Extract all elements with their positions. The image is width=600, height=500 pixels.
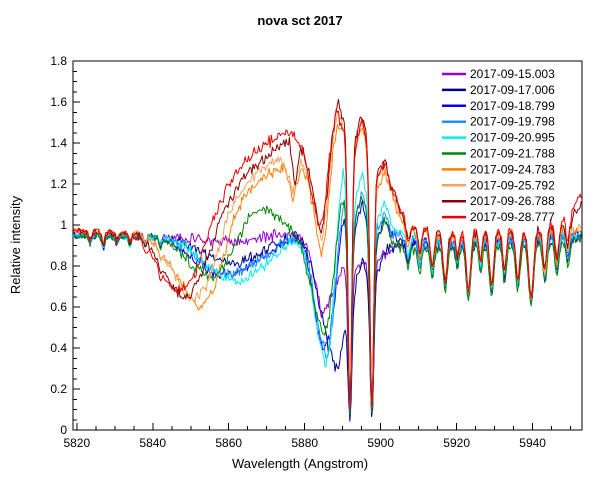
legend-entry: 2017-09-18.799 — [442, 99, 555, 113]
x-tick-label: 5920 — [443, 436, 470, 450]
axis-ticks: 5820 5840 5860 5880 5900 5920 5940 0 0.2 0.4 0.6 0.… — [50, 54, 572, 450]
legend-label: 2017-09-21.788 — [470, 147, 555, 161]
x-tick-label: 5820 — [63, 436, 90, 450]
x-tick-label: 5880 — [291, 436, 318, 450]
y-tick-label: 1 — [60, 218, 67, 232]
legend: 2017-09-15.003 2017-09-17.006 2017-09-18.7… — [442, 67, 555, 224]
y-tick-label: 0 — [60, 423, 67, 437]
spectrum-series-2017-09-28.777 — [73, 108, 582, 410]
y-tick-label: 1.6 — [50, 95, 67, 109]
x-tick-label: 5940 — [519, 436, 546, 450]
spectrum-series-2017-09-24.783 — [73, 123, 582, 411]
legend-label: 2017-09-19.798 — [470, 115, 555, 129]
legend-entry: 2017-09-21.788 — [442, 147, 555, 161]
chart-title: nova sct 2017 — [257, 13, 342, 28]
legend-entry: 2017-09-15.003 — [442, 67, 555, 81]
legend-label: 2017-09-15.003 — [470, 67, 555, 81]
spectra-curves — [73, 98, 582, 422]
legend-label: 2017-09-26.788 — [470, 194, 555, 208]
legend-entry: 2017-09-26.788 — [442, 194, 555, 208]
y-tick-label: 1.4 — [50, 136, 67, 150]
legend-label: 2017-09-17.006 — [470, 83, 555, 97]
y-tick-label: 0.4 — [50, 341, 67, 355]
x-tick-label: 5860 — [215, 436, 242, 450]
spectrum-series-2017-09-21.788 — [73, 195, 582, 415]
legend-label: 2017-09-25.792 — [470, 178, 555, 192]
y-tick-label: 0.8 — [50, 259, 67, 273]
legend-entry: 2017-09-25.792 — [442, 178, 555, 192]
spectrum-series-2017-09-19.798 — [73, 191, 582, 415]
y-tick-label: 1.2 — [50, 177, 67, 191]
legend-label: 2017-09-20.995 — [470, 131, 555, 145]
legend-label: 2017-09-28.777 — [470, 210, 555, 224]
x-tick-label: 5900 — [367, 436, 394, 450]
legend-entry: 2017-09-24.783 — [442, 162, 555, 176]
y-tick-label: 1.8 — [50, 54, 67, 68]
legend-label: 2017-09-18.799 — [470, 99, 555, 113]
spectrum-series-2017-09-18.799 — [73, 199, 582, 416]
legend-label: 2017-09-24.783 — [470, 162, 555, 176]
legend-entry: 2017-09-17.006 — [442, 83, 555, 97]
y-tick-label: 0.6 — [50, 300, 67, 314]
legend-entry: 2017-09-28.777 — [442, 210, 555, 224]
x-tick-label: 5840 — [139, 436, 166, 450]
legend-entry: 2017-09-20.995 — [442, 131, 555, 145]
y-tick-label: 0.2 — [50, 382, 67, 396]
legend-entry: 2017-09-19.798 — [442, 115, 555, 129]
x-axis-label: Wavelength (Angstrom) — [232, 456, 368, 471]
y-axis-label: Relative intensity — [8, 195, 23, 294]
